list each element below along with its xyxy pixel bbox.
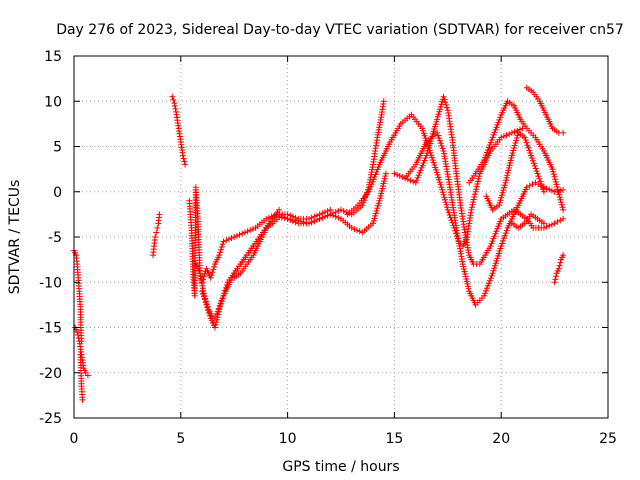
y-tick-label: -25 <box>39 411 62 427</box>
plus-markers <box>391 93 567 268</box>
y-tick-label: 5 <box>53 140 62 156</box>
plus-markers <box>150 211 163 259</box>
plus-markers <box>77 351 86 403</box>
series-arc-15 <box>523 84 567 136</box>
x-tick-label: 20 <box>492 431 510 447</box>
y-tick-label: -5 <box>48 230 62 246</box>
series-arc-4 <box>150 211 163 259</box>
series-arc-11 <box>391 93 567 268</box>
x-tick-label: 5 <box>176 431 185 447</box>
plus-markers <box>483 129 547 213</box>
y-tick-label: -15 <box>39 321 62 337</box>
y-tick-label: 15 <box>44 49 62 65</box>
series-arc-16 <box>508 211 547 231</box>
plus-markers <box>551 252 567 286</box>
y-tick-label: 10 <box>44 94 62 110</box>
plus-markers <box>523 84 567 136</box>
plus-markers <box>508 211 547 231</box>
y-tick-label: -20 <box>39 366 62 382</box>
series-arc-14 <box>483 129 547 213</box>
plus-markers <box>466 98 567 213</box>
plus-markers <box>231 98 387 281</box>
plus-markers <box>402 129 567 308</box>
plus-markers <box>199 170 389 331</box>
x-tick-label: 15 <box>385 431 403 447</box>
series-arc-17 <box>551 252 567 286</box>
plus-markers <box>169 93 189 168</box>
series-arc-5 <box>169 93 189 168</box>
chart-title: Day 276 of 2023, Sidereal Day-to-day VTE… <box>56 22 624 38</box>
x-tick-label: 25 <box>599 431 617 447</box>
axis-ticks: 0 5 10 15 20 25 -25 -20 -15 -10 -5 0 5 10 15 <box>39 49 617 447</box>
x-tick-label: 10 <box>279 431 297 447</box>
x-tick-label: 0 <box>70 431 79 447</box>
y-tick-label: -10 <box>39 275 62 291</box>
y-tick-label: 0 <box>53 185 62 201</box>
series-arc-8 <box>199 170 389 331</box>
series-arc-13 <box>466 98 567 213</box>
x-axis-label: GPS time / hours <box>282 459 399 475</box>
series-arc-12 <box>402 129 567 308</box>
series-arc-3 <box>77 351 86 403</box>
y-axis-label: SDTVAR / TECUs <box>7 180 23 295</box>
series-arc-9 <box>231 98 387 281</box>
data-marks <box>71 84 567 403</box>
